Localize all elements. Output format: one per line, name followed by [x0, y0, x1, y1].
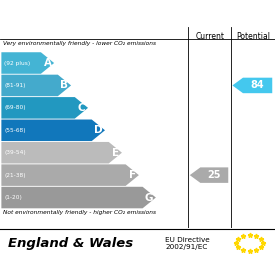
Text: F: F: [129, 170, 136, 180]
Text: (39-54): (39-54): [4, 150, 26, 155]
Text: Very environmentally friendly - lower CO₂ emissions: Very environmentally friendly - lower CO…: [3, 41, 156, 46]
Text: Not environmentally friendly - higher CO₂ emissions: Not environmentally friendly - higher CO…: [3, 210, 156, 215]
Polygon shape: [1, 119, 105, 141]
Text: D: D: [94, 125, 103, 135]
Text: (69-80): (69-80): [4, 105, 26, 110]
Text: Potential: Potential: [236, 32, 270, 41]
Text: 84: 84: [251, 80, 265, 91]
Polygon shape: [1, 97, 88, 119]
Polygon shape: [1, 164, 139, 186]
Text: (1-20): (1-20): [4, 195, 22, 200]
Text: E: E: [112, 148, 119, 158]
Text: England & Wales: England & Wales: [8, 237, 133, 250]
Polygon shape: [232, 78, 272, 93]
Text: EU Directive
2002/91/EC: EU Directive 2002/91/EC: [165, 237, 210, 250]
Text: C: C: [78, 103, 85, 113]
Text: (55-68): (55-68): [4, 128, 26, 133]
Text: (92 plus): (92 plus): [4, 61, 30, 66]
Text: G: G: [145, 192, 153, 203]
Polygon shape: [1, 187, 156, 208]
Text: Current: Current: [195, 32, 224, 41]
Text: B: B: [60, 80, 68, 91]
Polygon shape: [1, 142, 122, 164]
Text: 25: 25: [208, 170, 221, 180]
Polygon shape: [1, 52, 54, 74]
Polygon shape: [1, 75, 71, 96]
Text: Environmental Impact (CO₂) Rating: Environmental Impact (CO₂) Rating: [15, 7, 260, 20]
Text: (21-38): (21-38): [4, 173, 26, 178]
Text: (81-91): (81-91): [4, 83, 26, 88]
Text: A: A: [43, 58, 51, 68]
Polygon shape: [190, 167, 228, 183]
